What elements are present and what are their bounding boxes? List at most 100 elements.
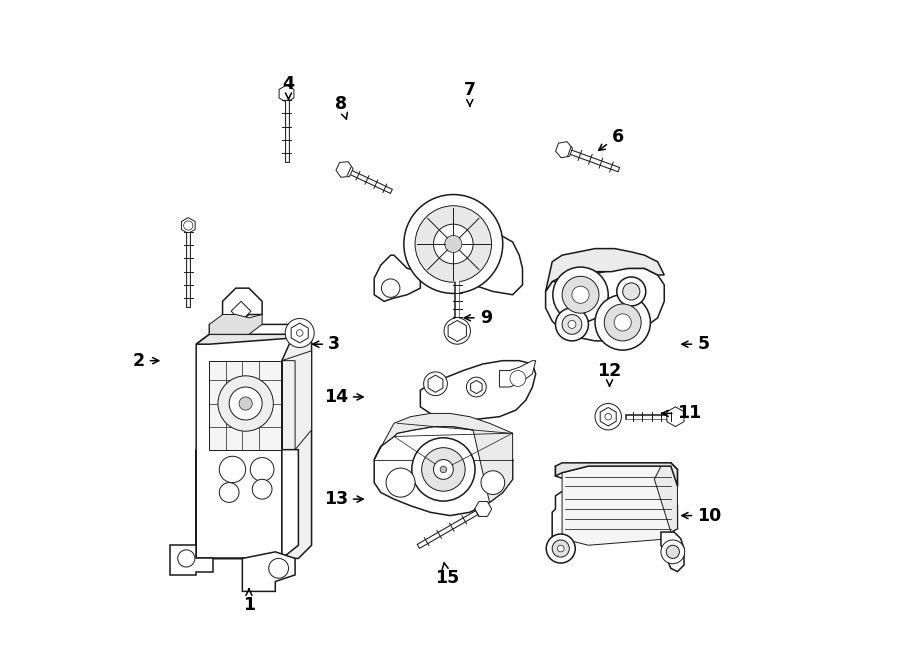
Text: 6: 6 [598,128,624,150]
Polygon shape [407,219,523,295]
Polygon shape [231,301,251,321]
Polygon shape [667,407,684,426]
Text: 4: 4 [283,75,294,99]
Text: 11: 11 [662,404,702,422]
Circle shape [177,550,195,567]
Text: 9: 9 [464,308,491,327]
Circle shape [481,471,505,495]
Circle shape [553,267,608,322]
Circle shape [424,372,447,396]
Circle shape [422,448,465,491]
Polygon shape [210,361,282,449]
Polygon shape [428,375,443,393]
Circle shape [623,283,640,300]
Text: 13: 13 [324,490,363,508]
Circle shape [386,468,415,497]
Text: 12: 12 [598,361,622,386]
Text: 2: 2 [132,352,158,369]
Circle shape [230,387,262,420]
Circle shape [412,438,475,501]
Circle shape [296,330,303,336]
Circle shape [562,314,581,334]
Circle shape [285,318,314,348]
Circle shape [445,236,462,252]
Text: 10: 10 [682,506,722,524]
Circle shape [510,371,526,387]
Text: 1: 1 [243,589,255,614]
Circle shape [555,308,589,341]
Polygon shape [654,463,678,532]
Text: 3: 3 [313,335,340,354]
Circle shape [595,404,621,430]
Polygon shape [471,381,482,394]
Circle shape [440,466,446,473]
Polygon shape [242,552,295,591]
Circle shape [661,540,685,564]
Circle shape [220,456,246,483]
Polygon shape [170,545,212,575]
Circle shape [466,377,486,397]
Polygon shape [420,361,536,420]
Polygon shape [279,85,294,102]
Polygon shape [661,532,684,571]
Polygon shape [545,249,664,291]
Circle shape [614,314,631,331]
Polygon shape [374,426,513,516]
Text: 5: 5 [682,335,709,354]
Circle shape [557,545,564,552]
Text: 8: 8 [335,95,347,119]
Circle shape [444,318,471,344]
Polygon shape [196,324,299,559]
Circle shape [616,277,646,306]
Polygon shape [282,331,311,559]
Circle shape [477,503,489,515]
Polygon shape [182,218,195,234]
Polygon shape [210,314,262,334]
Polygon shape [600,408,617,426]
Circle shape [605,413,611,420]
Circle shape [280,87,293,100]
Circle shape [382,279,400,297]
Polygon shape [555,463,678,486]
Polygon shape [410,206,490,246]
Circle shape [250,457,274,481]
Circle shape [218,376,274,431]
Text: 15: 15 [435,563,459,587]
Polygon shape [448,320,466,342]
Polygon shape [196,449,299,559]
Circle shape [434,224,473,263]
Polygon shape [336,162,353,177]
Polygon shape [374,413,513,502]
Polygon shape [282,351,311,449]
Polygon shape [222,288,262,334]
Circle shape [666,545,680,559]
Circle shape [557,143,571,156]
Polygon shape [374,255,420,301]
Polygon shape [196,334,311,344]
Circle shape [669,410,682,423]
Circle shape [604,304,641,341]
Circle shape [546,534,575,563]
Polygon shape [562,466,674,545]
Circle shape [239,397,252,410]
Circle shape [572,286,590,303]
Circle shape [553,540,570,557]
Polygon shape [555,142,572,158]
Polygon shape [545,268,664,341]
Circle shape [220,483,239,502]
Text: 7: 7 [464,81,476,106]
Circle shape [562,276,599,313]
Circle shape [269,559,289,578]
Circle shape [434,459,454,479]
Polygon shape [500,361,536,387]
Polygon shape [474,502,491,516]
Polygon shape [291,323,309,343]
Polygon shape [553,463,678,562]
Circle shape [338,164,350,175]
Circle shape [252,479,272,499]
Circle shape [404,195,503,293]
Text: 14: 14 [324,388,363,406]
Circle shape [595,295,651,350]
Circle shape [184,221,193,230]
Circle shape [568,320,576,328]
